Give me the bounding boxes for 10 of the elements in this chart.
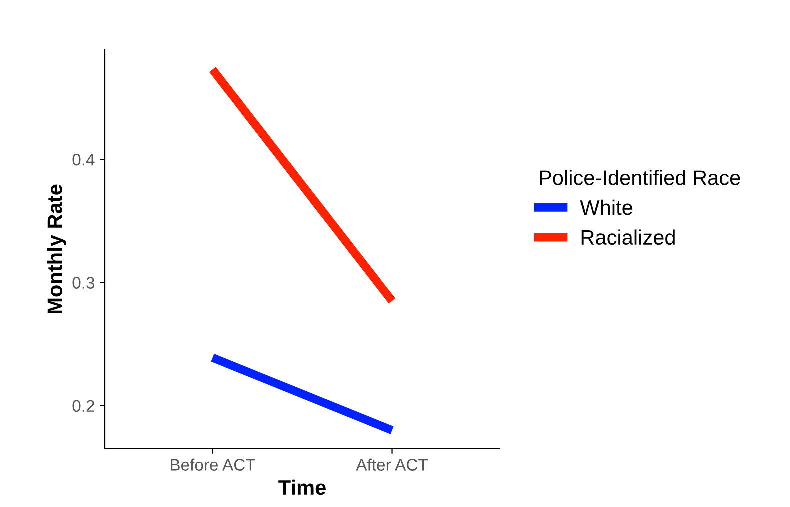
legend-title: Police-Identified Race <box>540 170 740 186</box>
y-tick-label: 0.4 <box>72 154 95 166</box>
legend-label: White <box>580 200 632 216</box>
x-tick-label: Before ACT <box>171 458 256 471</box>
y-axis-title: Monthly Rate <box>47 184 67 314</box>
x-tick-label: After ACT <box>356 458 428 471</box>
y-tick-label: 0.3 <box>72 277 95 289</box>
y-tick-label: 0.2 <box>72 400 94 412</box>
legend-label: Racialized <box>582 230 675 246</box>
x-axis-title: Time <box>278 480 326 496</box>
